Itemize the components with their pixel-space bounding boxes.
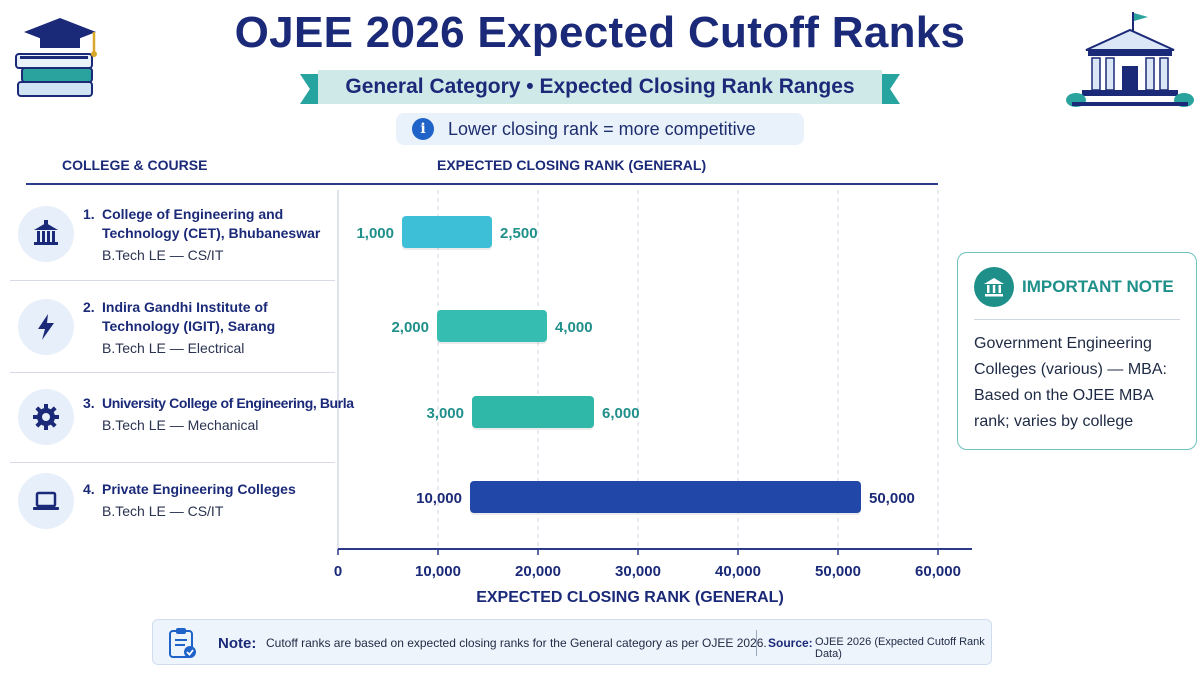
college-name-text: College of Engineering and Technology (C… [102,206,321,241]
subtitle-ribbon: General Category • Expected Closing Rank… [300,70,900,104]
x-tick-label: 30,000 [615,563,661,580]
graduation-books-icon [15,18,97,97]
laptop-icon [18,473,74,529]
college-name-text: University College of Engineering, Burla [102,395,354,411]
row-number: 3. [83,395,95,411]
x-tick-label: 60,000 [915,563,961,580]
range-min-label: 2,000 [391,319,429,336]
range-max-label: 50,000 [869,490,915,507]
footer-source-text: OJEE 2026 (Expected Cutoff Rank Data) [815,636,985,660]
range-min-label: 3,000 [426,405,464,422]
row-number: 4. [83,481,95,497]
note-divider [974,319,1180,320]
row-separator [10,462,335,463]
info-icon: i [412,118,434,140]
range-bar [437,310,547,342]
college-row-4: 4. Private Engineering Colleges B.Tech LE… [83,480,344,519]
range-min-label: 1,000 [356,225,394,242]
row-number: 1. [83,206,95,222]
ribbon-band [318,70,882,104]
important-note-body: Government Engineering Colleges (various… [974,335,1167,430]
x-tick-label: 40,000 [715,563,761,580]
footer-source-label: Source: [768,636,813,650]
institution-building-icon [1066,12,1194,107]
important-note-title: IMPORTANT NOTE [1022,277,1174,296]
college-name-text: Indira Gandhi Institute of Technology (I… [102,299,276,334]
gear-icon [18,389,74,445]
clipboard-check-icon [169,628,196,658]
x-axis-title: EXPECTED CLOSING RANK (GENERAL) [476,589,784,606]
course-label: B.Tech LE — CS/IT [102,247,224,263]
range-min-label: 10,000 [416,490,462,507]
institution-icon [18,206,74,262]
college-name: 2. Indira Gandhi Institute of Technology … [83,298,344,336]
range-max-label: 4,000 [555,319,593,336]
footer-note-text: Cutoff ranks are based on expected closi… [266,636,767,650]
x-tick-label: 10,000 [415,563,461,580]
college-name: 4. Private Engineering Colleges [83,480,344,499]
info-callout: i Lower closing rank = more competitive [396,113,804,145]
subtitle: General Category • Expected Closing Rank… [345,75,855,98]
range-max-label: 6,000 [602,405,640,422]
row-separator [10,372,335,373]
college-name: 1. College of Engineering and Technology … [83,205,344,243]
x-tick-label: 50,000 [815,563,861,580]
page-title: OJEE 2026 Expected Cutoff Ranks [234,8,966,57]
range-bar [402,216,492,248]
range-bar [472,396,594,428]
footer-note-label: Note: [218,635,257,652]
college-name-text: Private Engineering Colleges [102,481,296,497]
range-bar [470,481,861,513]
college-row-1: 1. College of Engineering and Technology … [83,205,344,263]
college-name: 3. University College of Engineering, Bur… [83,394,354,413]
header-closing-rank: EXPECTED CLOSING RANK (GENERAL) [437,157,707,173]
course-label: B.Tech LE — CS/IT [102,503,224,519]
college-row-2: 2. Indira Gandhi Institute of Technology … [83,298,344,356]
course-label: B.Tech LE — Mechanical [102,417,259,433]
bank-icon [974,267,1014,307]
header-college-course: COLLEGE & COURSE [62,157,208,173]
footer-divider [756,630,757,656]
row-separator [10,280,335,281]
important-note-card: IMPORTANT NOTE Government Engineering Co… [957,252,1197,450]
course-label: B.Tech LE — Electrical [102,340,245,356]
lightning-icon [18,299,74,355]
x-tick-label: 20,000 [515,563,561,580]
x-tick-label: 0 [334,563,342,580]
info-text: Lower closing rank = more competitive [448,118,756,139]
footer-note: Note: Cutoff ranks are based on expected… [152,619,992,665]
range-max-label: 2,500 [500,225,538,242]
header-divider [26,183,938,185]
row-number: 2. [83,299,95,315]
college-row-3: 3. University College of Engineering, Bur… [83,394,354,433]
